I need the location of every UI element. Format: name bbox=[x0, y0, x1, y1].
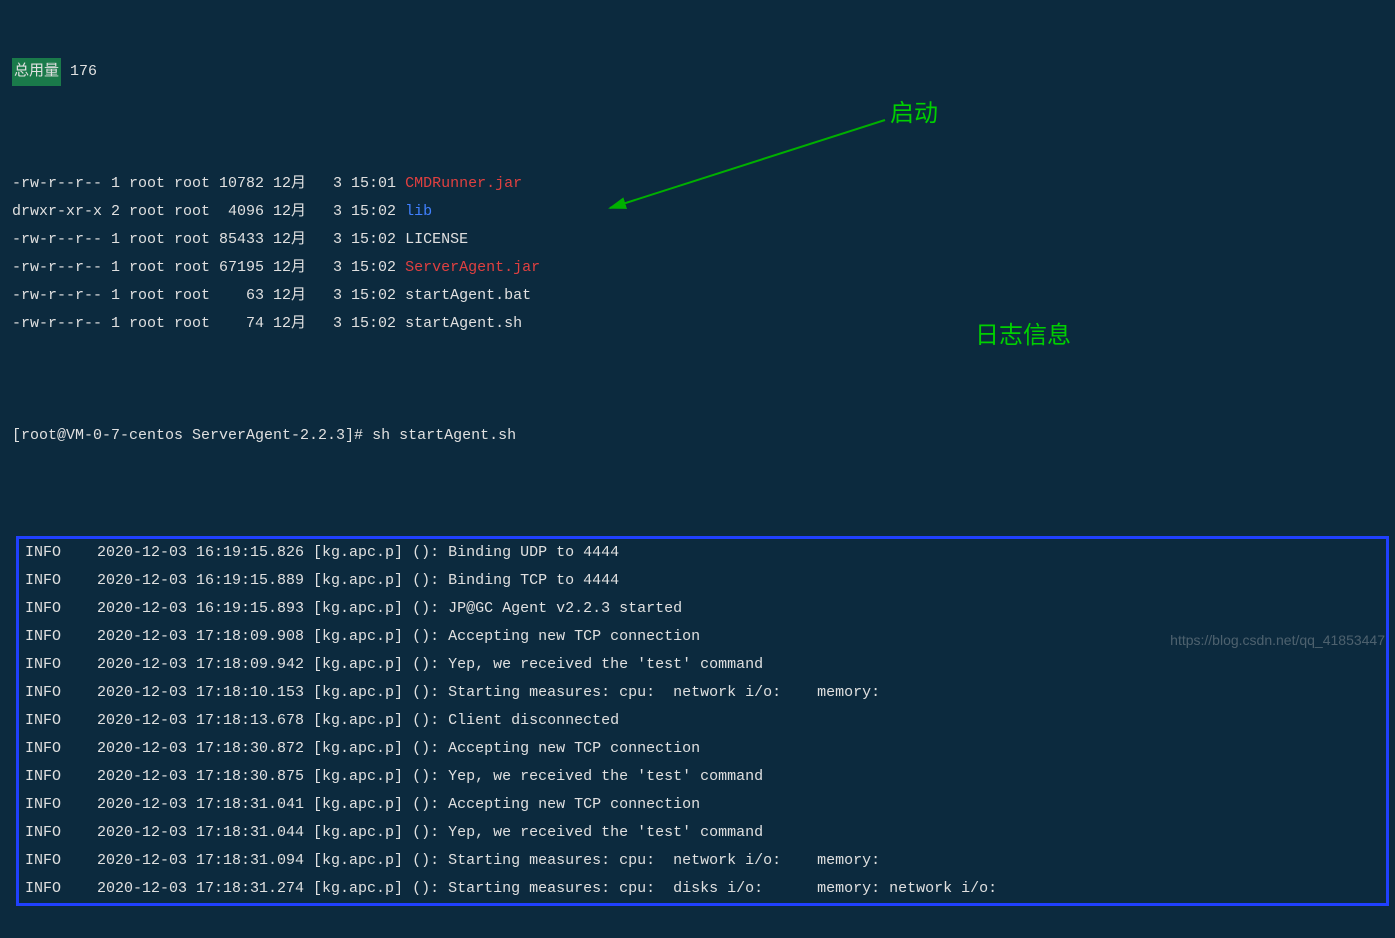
total-line: 总用量 176 bbox=[12, 58, 1395, 86]
total-label: 总用量 bbox=[12, 58, 61, 86]
file-name: LICENSE bbox=[405, 231, 468, 248]
annotation-log: 日志信息 bbox=[975, 322, 1071, 350]
ls-row: -rw-r--r-- 1 root root 67195 12月 3 15:02… bbox=[12, 254, 1395, 282]
log-line: INFO 2020-12-03 17:18:09.942 [kg.apc.p] … bbox=[25, 651, 1386, 679]
log-line: INFO 2020-12-03 17:18:30.872 [kg.apc.p] … bbox=[25, 735, 1386, 763]
file-name: lib bbox=[405, 203, 432, 220]
log-line: INFO 2020-12-03 16:19:15.889 [kg.apc.p] … bbox=[25, 567, 1386, 595]
log-box: INFO 2020-12-03 16:19:15.826 [kg.apc.p] … bbox=[16, 536, 1389, 906]
log-line: INFO 2020-12-03 17:18:30.875 [kg.apc.p] … bbox=[25, 763, 1386, 791]
log-line: INFO 2020-12-03 17:18:31.041 [kg.apc.p] … bbox=[25, 791, 1386, 819]
log-line: INFO 2020-12-03 17:18:31.044 [kg.apc.p] … bbox=[25, 819, 1386, 847]
file-perm: -rw-r--r-- bbox=[12, 287, 102, 304]
file-name: ServerAgent.jar bbox=[405, 259, 540, 276]
log-line: INFO 2020-12-03 17:18:31.094 [kg.apc.p] … bbox=[25, 847, 1386, 875]
file-perm: -rw-r--r-- bbox=[12, 315, 102, 332]
log-line: INFO 2020-12-03 17:18:13.678 [kg.apc.p] … bbox=[25, 707, 1386, 735]
file-perm: -rw-r--r-- bbox=[12, 231, 102, 248]
log-line: INFO 2020-12-03 17:18:10.153 [kg.apc.p] … bbox=[25, 679, 1386, 707]
shell-command: sh startAgent.sh bbox=[372, 427, 516, 444]
file-perm: -rw-r--r-- bbox=[12, 175, 102, 192]
file-name: startAgent.bat bbox=[405, 287, 531, 304]
ls-row: -rw-r--r-- 1 root root 63 12月 3 15:02 st… bbox=[12, 282, 1395, 310]
prompt-line[interactable]: [root@VM-0-7-centos ServerAgent-2.2.3]# … bbox=[12, 422, 1395, 450]
shell-prompt: [root@VM-0-7-centos ServerAgent-2.2.3]# bbox=[12, 427, 372, 444]
log-line: INFO 2020-12-03 16:19:15.826 [kg.apc.p] … bbox=[25, 539, 1386, 567]
ls-row: -rw-r--r-- 1 root root 74 12月 3 15:02 st… bbox=[12, 310, 1395, 338]
log-line: INFO 2020-12-03 17:18:31.274 [kg.apc.p] … bbox=[25, 875, 1386, 903]
file-name: startAgent.sh bbox=[405, 315, 522, 332]
total-value: 176 bbox=[70, 63, 97, 80]
log-line: INFO 2020-12-03 16:19:15.893 [kg.apc.p] … bbox=[25, 595, 1386, 623]
file-perm: -rw-r--r-- bbox=[12, 259, 102, 276]
arrow-icon bbox=[610, 120, 910, 240]
file-name: CMDRunner.jar bbox=[405, 175, 522, 192]
file-perm: drwxr-xr-x bbox=[12, 203, 102, 220]
watermark: https://blog.csdn.net/qq_41853447 bbox=[1170, 626, 1385, 654]
